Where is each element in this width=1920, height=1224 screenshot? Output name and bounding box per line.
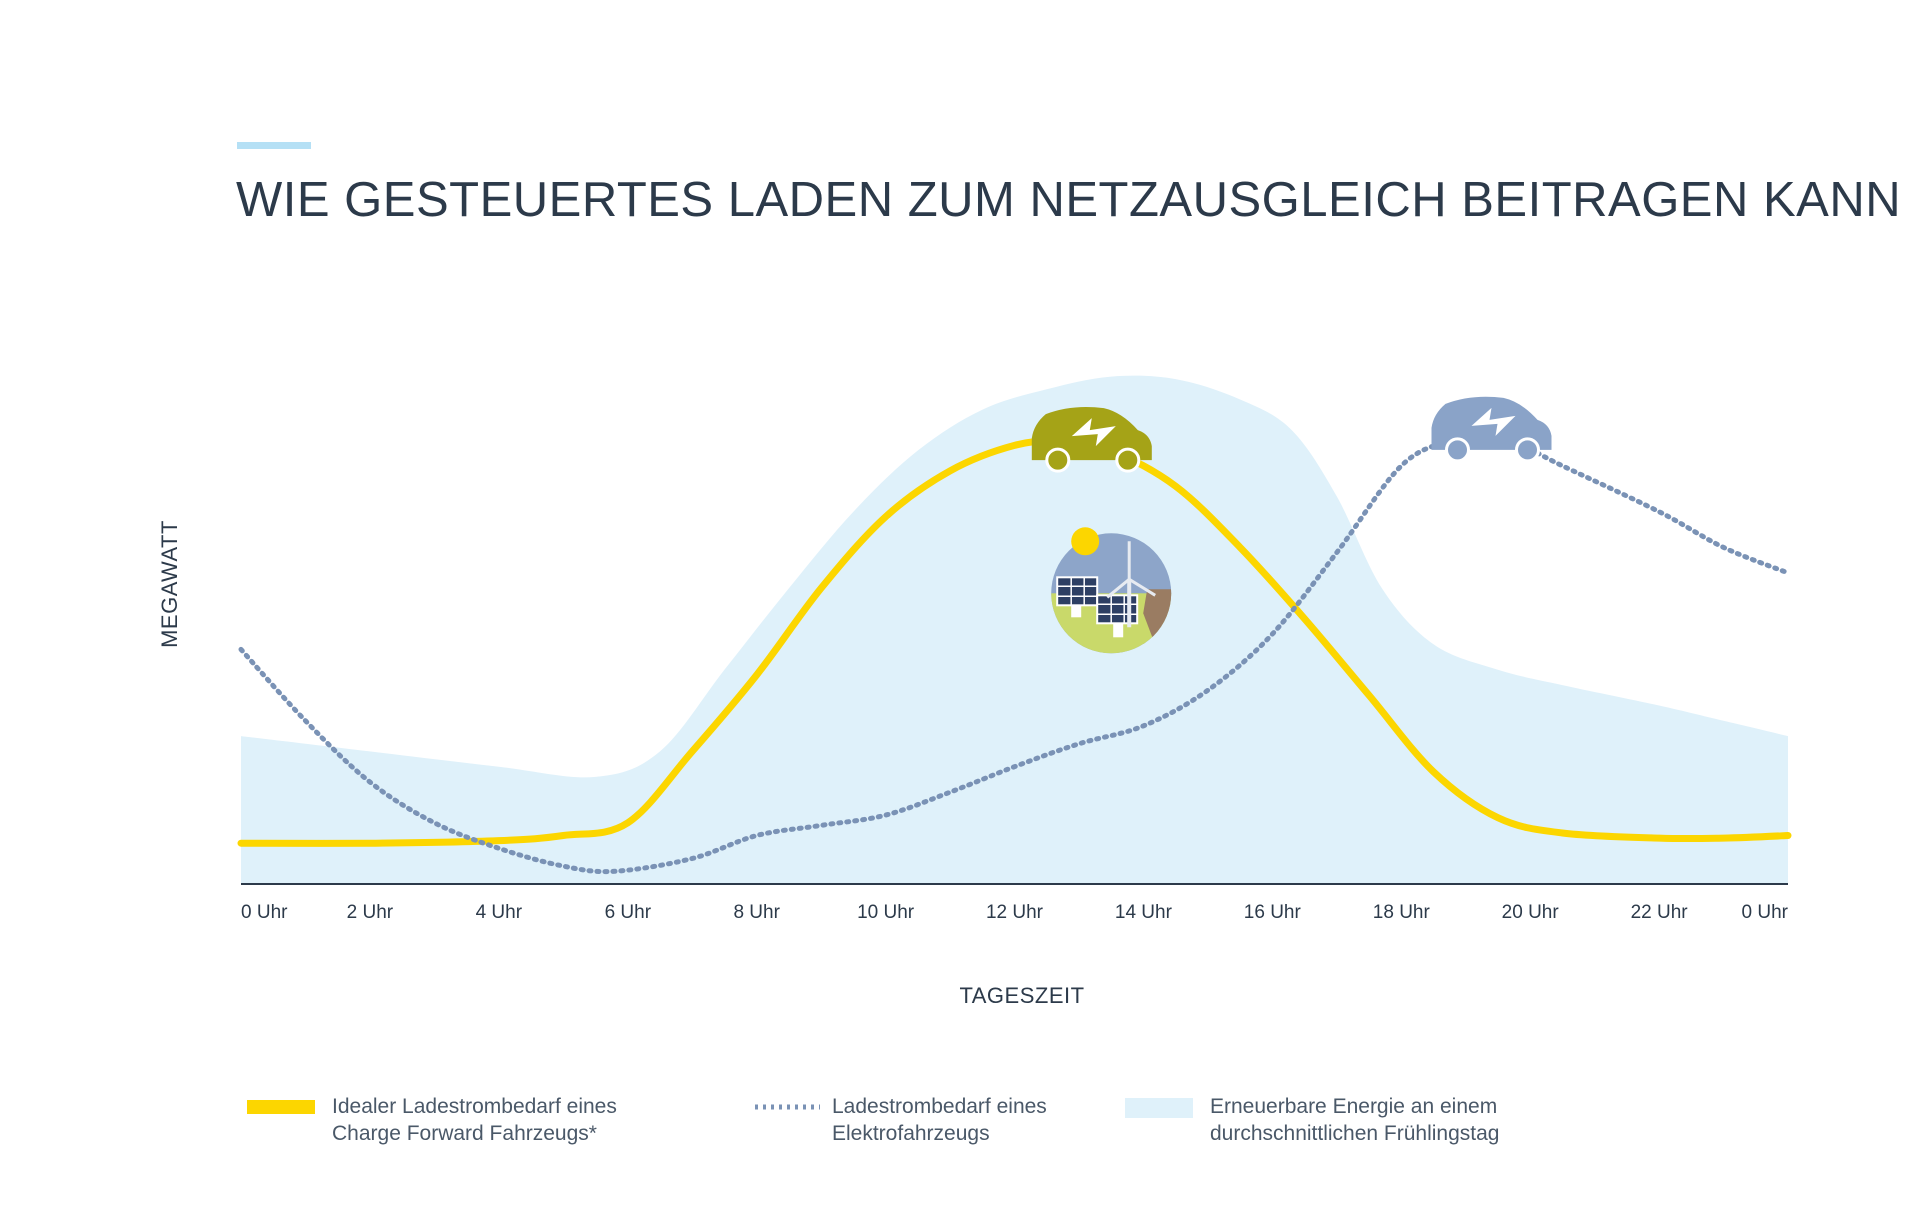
x-tick-label: 8 Uhr: [733, 902, 780, 923]
legend-swatch-area: [1125, 1098, 1193, 1118]
legend-label-line-1: Idealer Ladestrombedarf eines: [332, 1095, 617, 1118]
legend: Idealer Ladestrombedarf eines Charge For…: [247, 1095, 1500, 1145]
x-tick-label: 0 Uhr: [1742, 902, 1789, 923]
icons-layer: [1031, 396, 1552, 654]
x-tick-label: 22 Uhr: [1631, 902, 1689, 923]
x-tick-label: 2 Uhr: [347, 902, 394, 923]
legend-item-ev: Ladestrombedarf eines Elektrofahrzeugs: [755, 1095, 1047, 1145]
chart-title: WIE GESTEUERTES LADEN ZUM NETZAUSGLEICH …: [236, 173, 1901, 227]
legend-label-line-2: Elektrofahrzeugs: [832, 1122, 990, 1145]
legend-swatch-solid-line: [247, 1100, 315, 1114]
x-tick-label: 10 Uhr: [857, 902, 915, 923]
x-tick-label: 0 Uhr: [241, 902, 288, 923]
legend-item-renewable: Erneuerbare Energie an einem durchschnit…: [1125, 1095, 1500, 1145]
x-tick-label: 12 Uhr: [986, 902, 1044, 923]
legend-label-line-1: Ladestrombedarf eines: [832, 1095, 1047, 1118]
y-axis-label: MEGAWATT: [157, 520, 182, 648]
x-tick-label: 18 Uhr: [1373, 902, 1431, 923]
x-tick-labels: 0 Uhr 2 Uhr 4 Uhr 6 Uhr 8 Uhr 10 Uhr 12 Uhr 14 …: [241, 902, 1789, 923]
x-tick-label: 14 Uhr: [1115, 902, 1173, 923]
legend-label-line-2: durchschnittlichen Frühlingstag: [1210, 1122, 1500, 1145]
ev-demand-dotted-line: [238, 430, 1791, 875]
x-tick-label: 20 Uhr: [1502, 902, 1560, 923]
legend-label-line-1: Erneuerbare Energie an einem: [1210, 1095, 1497, 1118]
x-tick-label: 4 Uhr: [476, 902, 523, 923]
legend-item-charge-forward: Idealer Ladestrombedarf eines Charge For…: [247, 1095, 617, 1145]
ev-car-icon: [1031, 406, 1152, 473]
x-tick-label: 16 Uhr: [1244, 902, 1302, 923]
legend-label-line-2: Charge Forward Fahrzeugs*: [332, 1122, 597, 1145]
x-tick-label: 6 Uhr: [605, 902, 652, 923]
renewable-area-layer: [241, 375, 1788, 884]
x-axis-label: TAGESZEIT: [959, 983, 1084, 1008]
title-accent-bar: [237, 142, 311, 149]
ev-car-icon: [1431, 396, 1552, 463]
renewable-energy-area: [241, 375, 1788, 884]
